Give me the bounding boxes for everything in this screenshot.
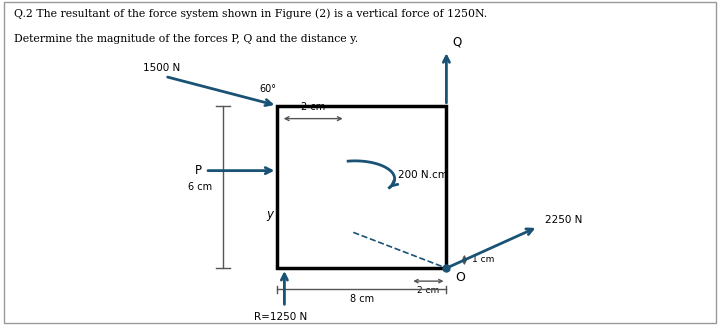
Text: Q: Q xyxy=(452,36,462,49)
Text: 1500 N: 1500 N xyxy=(143,63,180,73)
Text: 8 cm: 8 cm xyxy=(350,294,374,304)
Text: 6 cm: 6 cm xyxy=(188,182,212,192)
Bar xyxy=(277,106,446,268)
Text: 2 cm: 2 cm xyxy=(418,286,439,295)
Text: P: P xyxy=(194,164,202,177)
Text: 2250 N: 2250 N xyxy=(545,215,582,225)
Text: 2 cm: 2 cm xyxy=(301,102,325,112)
Text: Q.2 The resultant of the force system shown in Figure (2) is a vertical force of: Q.2 The resultant of the force system sh… xyxy=(14,8,487,19)
Text: 60°: 60° xyxy=(259,84,276,94)
Text: O: O xyxy=(455,271,465,284)
Text: 200 N.cm: 200 N.cm xyxy=(398,171,448,180)
Text: y: y xyxy=(266,208,274,221)
Text: Determine the magnitude of the forces P, Q and the distance y.: Determine the magnitude of the forces P,… xyxy=(14,34,359,44)
Text: 1 cm: 1 cm xyxy=(472,255,494,265)
Text: R=1250 N: R=1250 N xyxy=(254,312,307,322)
